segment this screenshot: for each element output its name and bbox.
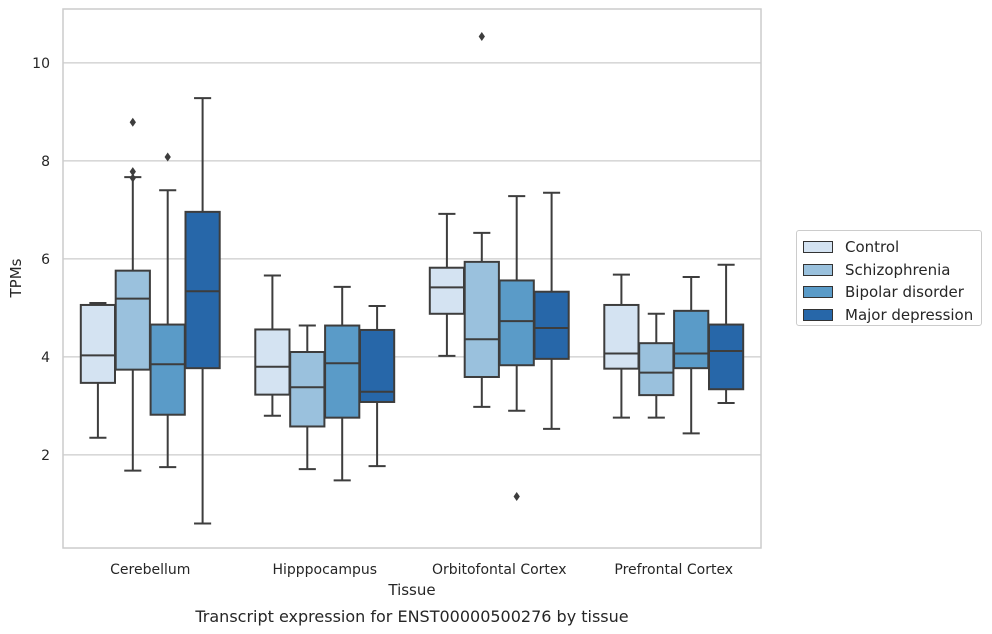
legend-label: Bipolar disorder: [845, 283, 964, 302]
box-major-depression: [358, 304, 396, 468]
x-tick-labels: Cerebellum Hipppocampus Orbitofontal Corte…: [110, 562, 733, 578]
iqr-box: [498, 279, 535, 367]
y-tick-label: 10: [32, 56, 50, 72]
x-tick-label: Orbitofontal Cortex: [432, 562, 567, 578]
box-control: [603, 273, 640, 419]
x-tick-label: Prefrontal Cortex: [614, 562, 733, 578]
legend-swatch: [803, 286, 833, 299]
y-axis-label: TPMs: [7, 258, 25, 298]
legend-swatch: [803, 308, 833, 321]
outlier-point: [129, 173, 136, 183]
legend-swatch: [803, 241, 833, 254]
box-layer: [79, 31, 745, 525]
box-schizophrenia: [638, 312, 675, 419]
x-tick-label: Hipppocampus: [272, 562, 377, 578]
iqr-box: [358, 328, 396, 403]
box-control: [254, 274, 291, 417]
iqr-box: [254, 328, 291, 396]
iqr-box: [79, 303, 117, 384]
box-major-depression: [707, 263, 745, 404]
legend-item: Bipolar disorder: [797, 281, 981, 304]
iqr-box: [603, 303, 640, 370]
box-schizophrenia: [289, 324, 326, 471]
outlier-point: [164, 152, 171, 162]
y-tick-labels: 2 4 6 8 10: [32, 56, 50, 464]
iqr-box: [707, 323, 745, 391]
legend-label: Major depression: [845, 305, 974, 324]
legend-item: Major depression: [797, 304, 981, 327]
iqr-box: [638, 342, 675, 397]
iqr-box: [533, 290, 570, 360]
box-major-depression: [184, 97, 221, 525]
legend: Control Schizophrenia Bipolar disorder Majo…: [796, 230, 982, 326]
box-schizophrenia: [463, 31, 500, 408]
outlier-point: [129, 167, 136, 177]
x-tick-label: Cerebellum: [110, 562, 190, 578]
y-tick-label: 2: [41, 448, 50, 464]
box-bipolar-disorder: [149, 152, 186, 469]
chart-title: Transcript expression for ENST0000050027…: [194, 607, 628, 626]
legend-label: Schizophrenia: [845, 260, 951, 279]
outlier-point: [129, 117, 136, 127]
legend-swatch: [803, 263, 833, 276]
iqr-box: [114, 269, 151, 371]
box-major-depression: [533, 191, 570, 430]
outlier-point: [513, 492, 520, 502]
box-bipolar-disorder: [498, 195, 535, 502]
iqr-box: [289, 351, 326, 428]
y-tick-label: 4: [41, 350, 50, 366]
box-control: [428, 212, 466, 357]
box-control: [79, 302, 117, 439]
legend-item: Control: [797, 236, 981, 259]
legend-item: Schizophrenia: [797, 259, 981, 282]
outlier-point: [478, 31, 485, 41]
box-schizophrenia: [114, 117, 151, 472]
box-bipolar-disorder: [324, 285, 361, 482]
box-bipolar-disorder: [673, 276, 710, 435]
plot-frame: [62, 8, 762, 549]
iqr-box: [463, 260, 500, 378]
y-tick-label: 6: [41, 252, 50, 268]
iqr-box: [184, 210, 221, 370]
iqr-box: [324, 324, 361, 419]
y-tick-label: 8: [41, 154, 50, 170]
legend-label: Control: [845, 238, 900, 257]
x-axis-label: Tissue: [387, 581, 435, 599]
iqr-box: [673, 309, 710, 370]
iqr-box: [428, 266, 466, 315]
iqr-box: [149, 323, 186, 416]
